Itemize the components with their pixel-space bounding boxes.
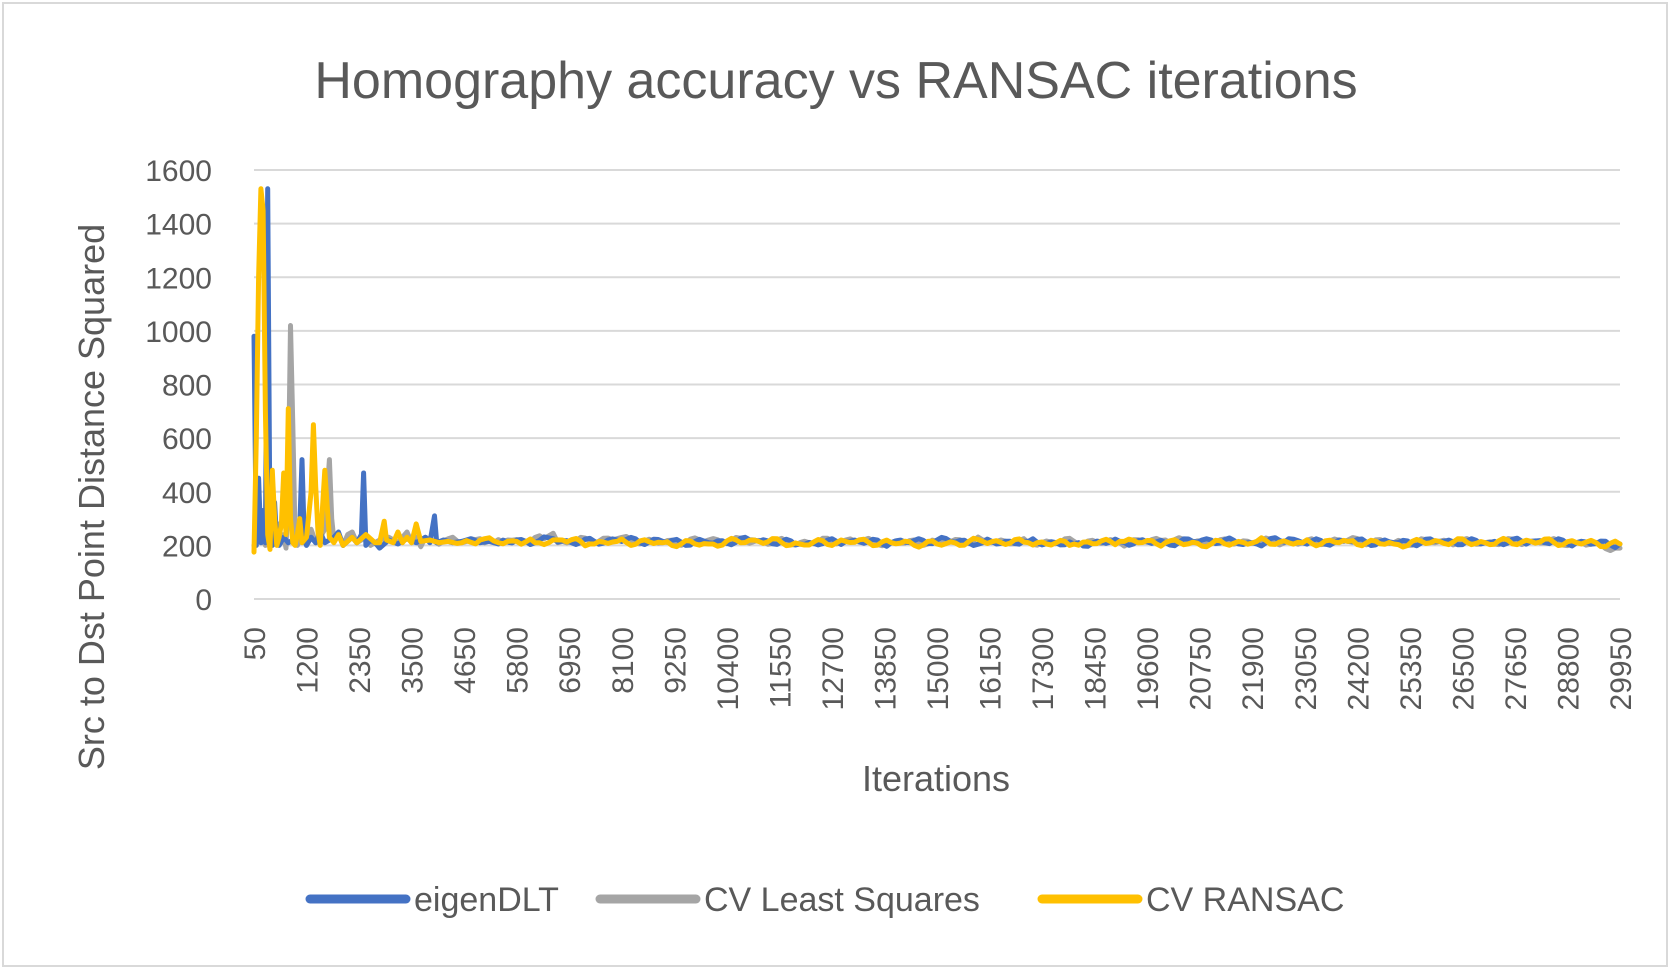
x-tick-label-18450: 18450: [1080, 627, 1113, 710]
x-tick-label-9250: 9250: [659, 627, 692, 694]
y-tick-label-0: 0: [195, 584, 212, 617]
x-tick-label-4650: 4650: [449, 627, 482, 694]
series-lines: [251, 186, 1623, 555]
x-tick-label-24200: 24200: [1342, 627, 1375, 710]
x-tick-label-50: 50: [239, 627, 272, 660]
x-tick-label-19600: 19600: [1132, 627, 1165, 710]
x-tick-label-27650: 27650: [1500, 627, 1533, 710]
x-tick-label-5800: 5800: [502, 627, 535, 694]
x-tick-label-21900: 21900: [1237, 627, 1270, 710]
y-tick-label-600: 600: [162, 423, 212, 456]
x-tick-label-15000: 15000: [922, 627, 955, 710]
x-tick-label-29950: 29950: [1605, 627, 1638, 710]
x-tick-label-10400: 10400: [712, 627, 745, 710]
legend-label-eigendlt: eigenDLT: [414, 881, 559, 919]
x-tick-label-12700: 12700: [817, 627, 850, 710]
y-tick-label-800: 800: [162, 370, 212, 403]
y-tick-label-1400: 1400: [145, 209, 212, 242]
y-tick-label-200: 200: [162, 530, 212, 563]
chart-title: Homography accuracy vs RANSAC iterations: [314, 52, 1357, 110]
x-tick-label-1200: 1200: [292, 627, 325, 694]
x-tick-label-26500: 26500: [1447, 627, 1480, 710]
y-tick-label-1600: 1600: [145, 155, 212, 188]
x-axis-title: Iterations: [862, 758, 1010, 799]
x-tick-label-23050: 23050: [1290, 627, 1323, 710]
x-tick-label-8100: 8100: [607, 627, 640, 694]
y-axis-ticks: 0 200 400 600 800 1000 1200 1400 1600: [145, 155, 212, 617]
x-tick-label-20750: 20750: [1185, 627, 1218, 710]
legend-label-cv-least-squares: CV Least Squares: [704, 881, 980, 919]
x-tick-label-13850: 13850: [869, 627, 902, 710]
x-tick-label-28800: 28800: [1552, 627, 1585, 710]
x-tick-label-25350: 25350: [1395, 627, 1428, 710]
series-line-cv-ransac: [251, 186, 1623, 555]
y-tick-label-400: 400: [162, 477, 212, 510]
y-tick-label-1200: 1200: [145, 262, 212, 295]
gridlines: [254, 169, 1620, 600]
x-tick-label-16150: 16150: [975, 627, 1008, 710]
x-tick-label-6950: 6950: [554, 627, 587, 694]
x-tick-label-11550: 11550: [764, 627, 797, 708]
y-tick-label-1000: 1000: [145, 316, 212, 349]
series-line-eigendlt: [251, 186, 1623, 551]
x-tick-label-3500: 3500: [397, 627, 430, 694]
x-tick-label-2350: 2350: [344, 627, 377, 694]
legend: eigenDLT CV Least Squares CV RANSAC: [305, 881, 1344, 919]
legend-label-cv-ransac: CV RANSAC: [1146, 881, 1344, 919]
y-axis-title: Src to Dst Point Distance Squared: [71, 224, 112, 770]
x-axis-ticks: 50 1200 2350 3500 4650 5800 6950 8100 9250 10400 1…: [239, 627, 1638, 710]
x-tick-label-17300: 17300: [1027, 627, 1060, 710]
